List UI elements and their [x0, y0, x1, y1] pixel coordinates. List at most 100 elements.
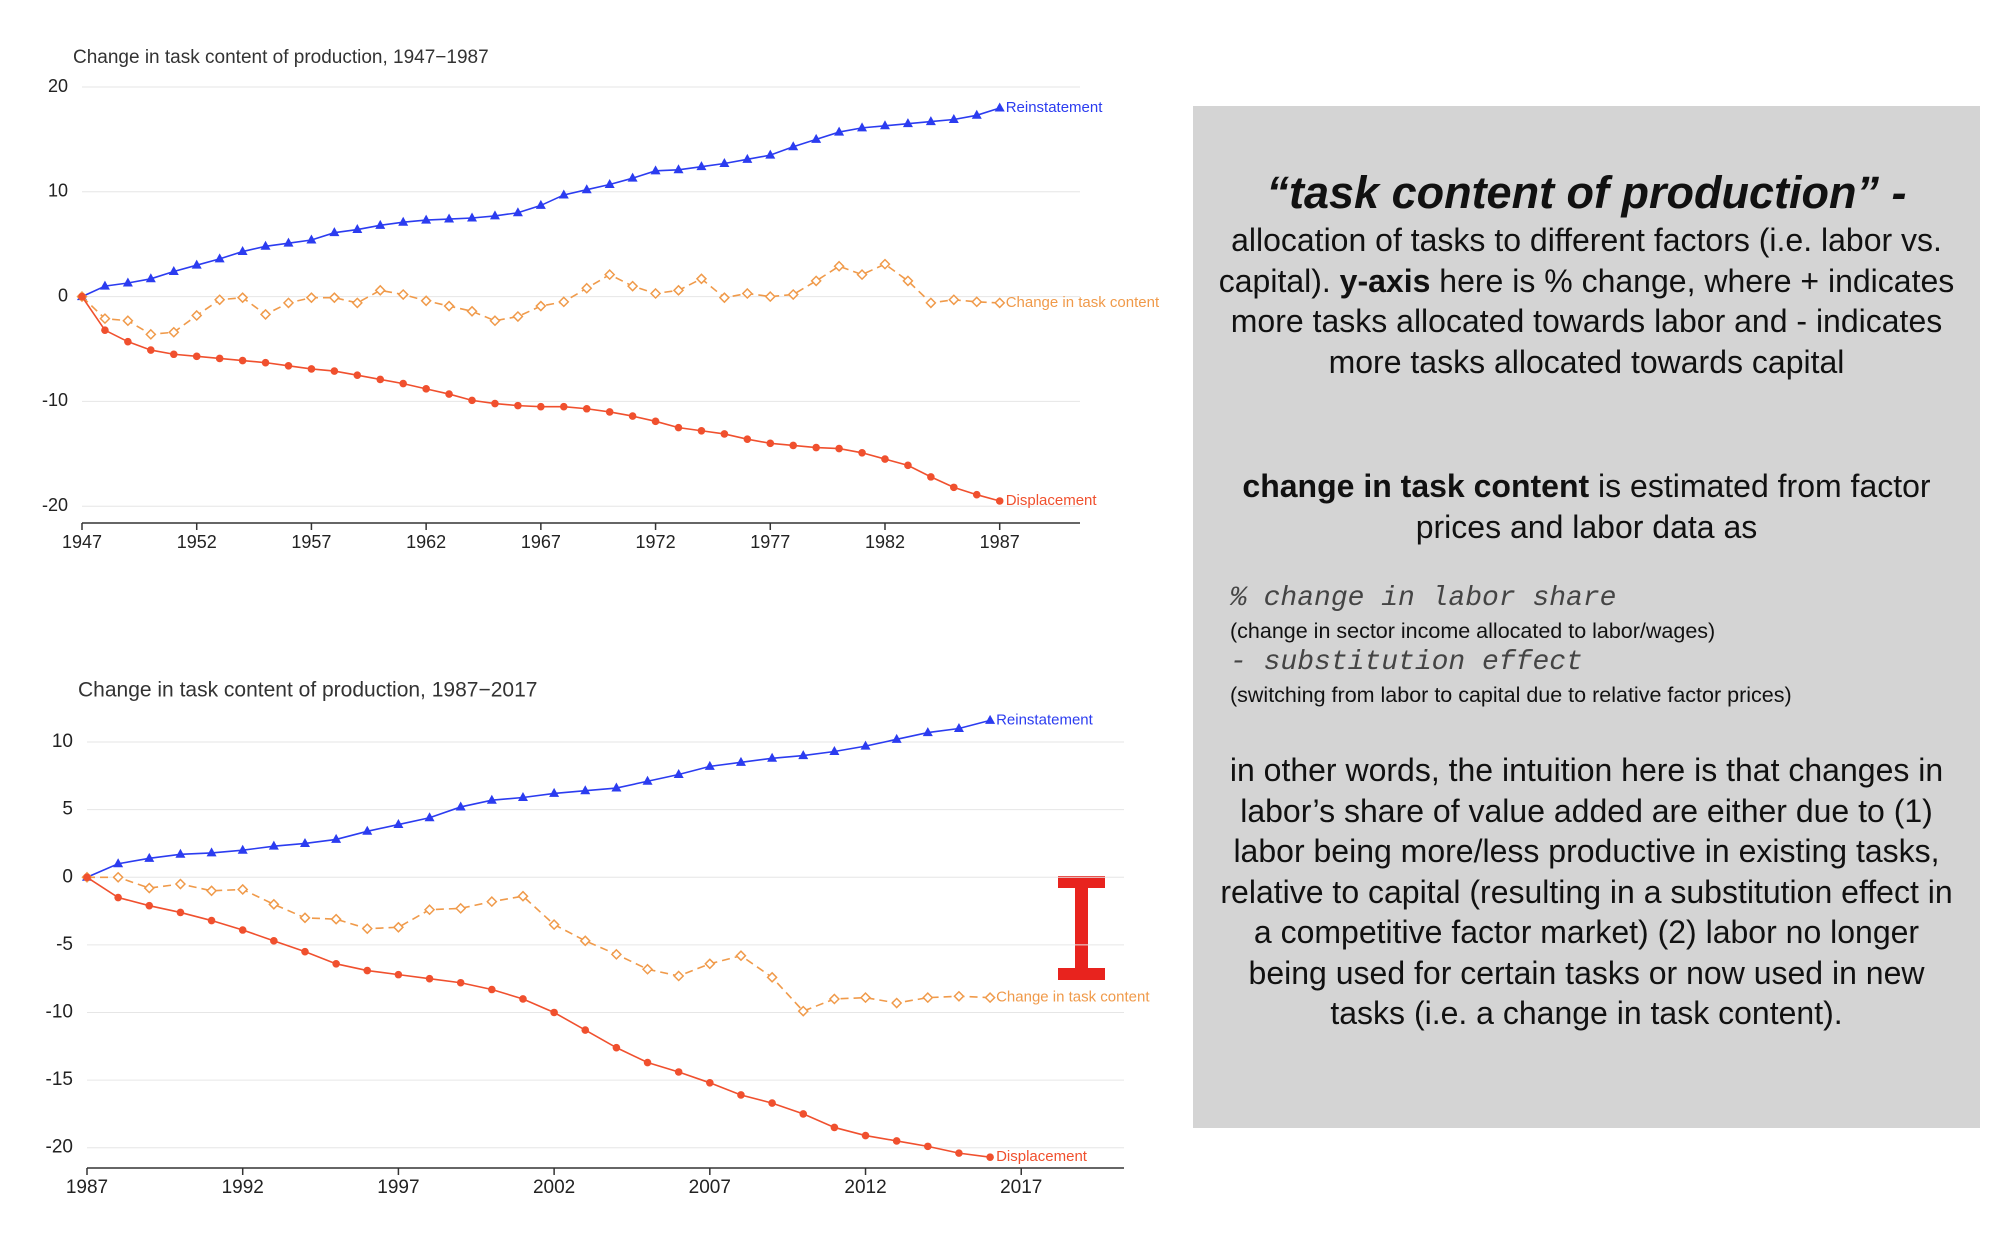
- marker: [799, 1110, 808, 1118]
- marker: [237, 883, 249, 895]
- marker: [424, 812, 435, 822]
- marker: [955, 1149, 963, 1157]
- marker: [124, 337, 132, 346]
- marker: [353, 371, 362, 380]
- bracket: [1058, 876, 1105, 980]
- formula-term: % change in labor share: [1230, 583, 1617, 614]
- formula-explain: (change in sector income allocated to la…: [1230, 619, 1716, 643]
- marker: [352, 224, 363, 234]
- x-tick-label: 1977: [750, 532, 790, 552]
- marker: [673, 768, 684, 778]
- marker: [985, 714, 996, 724]
- marker: [282, 297, 295, 309]
- marker: [892, 1137, 901, 1145]
- y-tick-label: -15: [46, 1069, 73, 1090]
- x-tick-label: 1987: [66, 1177, 108, 1198]
- marker: [742, 153, 753, 163]
- marker: [376, 375, 385, 384]
- marker: [628, 412, 637, 420]
- marker: [860, 740, 871, 750]
- marker: [924, 1142, 932, 1151]
- marker: [330, 367, 339, 375]
- marker: [767, 752, 778, 762]
- marker: [101, 326, 109, 334]
- marker: [214, 253, 225, 263]
- marker: [466, 305, 478, 317]
- marker: [215, 354, 224, 363]
- x-tick-label: 1997: [377, 1177, 419, 1198]
- marker: [735, 756, 746, 766]
- marker: [375, 219, 386, 229]
- marker: [301, 947, 309, 956]
- marker: [891, 733, 902, 743]
- marker: [362, 825, 373, 835]
- marker: [393, 819, 404, 829]
- text: is estimated from factor prices and labo…: [1415, 468, 1931, 545]
- marker: [191, 259, 202, 269]
- marker: [328, 292, 340, 304]
- marker: [858, 448, 866, 457]
- marker: [953, 990, 965, 1002]
- marker: [392, 921, 404, 933]
- marker: [925, 116, 936, 126]
- marker: [627, 280, 639, 292]
- marker: [879, 258, 891, 270]
- marker: [735, 950, 747, 962]
- marker: [284, 361, 293, 370]
- marker: [719, 158, 730, 168]
- marker: [835, 444, 843, 453]
- marker: [176, 908, 185, 917]
- marker: [443, 300, 455, 312]
- marker: [467, 212, 478, 222]
- marker: [650, 165, 661, 175]
- x-tick-label: 1957: [291, 532, 331, 552]
- y-tick-label: 10: [52, 731, 73, 752]
- marker: [361, 923, 373, 935]
- marker: [456, 978, 465, 987]
- marker: [581, 1026, 590, 1034]
- x-tick-label: 2007: [689, 1177, 731, 1198]
- marker: [695, 273, 708, 285]
- marker: [512, 207, 523, 217]
- marker: [299, 912, 311, 924]
- marker: [486, 794, 497, 804]
- y-tick-label: -20: [42, 495, 68, 515]
- marker: [830, 1123, 839, 1132]
- chart-title: Change in task content of production, 19…: [78, 679, 537, 702]
- y-tick-label: -5: [56, 934, 73, 955]
- y-tick-label: 10: [48, 181, 68, 201]
- marker: [604, 178, 615, 188]
- marker: [953, 723, 964, 733]
- marker: [673, 164, 684, 174]
- marker: [238, 926, 247, 934]
- series-label: Change in task content: [1006, 294, 1160, 311]
- marker: [113, 858, 124, 868]
- marker: [259, 308, 272, 320]
- marker: [514, 401, 522, 410]
- marker: [581, 184, 592, 194]
- marker: [270, 937, 278, 945]
- marker: [351, 297, 363, 309]
- marker: [330, 913, 342, 925]
- marker: [650, 287, 662, 300]
- marker: [859, 992, 872, 1004]
- marker: [922, 992, 934, 1004]
- marker: [559, 402, 568, 411]
- marker: [114, 893, 122, 902]
- marker: [902, 275, 914, 287]
- marker: [144, 852, 155, 862]
- x-tick-label: 2017: [1000, 1177, 1042, 1198]
- marker: [857, 122, 868, 132]
- series-label: Reinstatement: [1006, 99, 1104, 116]
- bold-text: y-axis: [1339, 262, 1431, 299]
- marker: [422, 385, 430, 393]
- marker: [397, 288, 409, 301]
- marker: [994, 102, 1005, 112]
- marker: [307, 365, 316, 373]
- marker: [548, 919, 560, 931]
- marker: [491, 399, 499, 408]
- marker: [971, 109, 982, 119]
- marker: [764, 291, 776, 303]
- marker: [425, 974, 434, 983]
